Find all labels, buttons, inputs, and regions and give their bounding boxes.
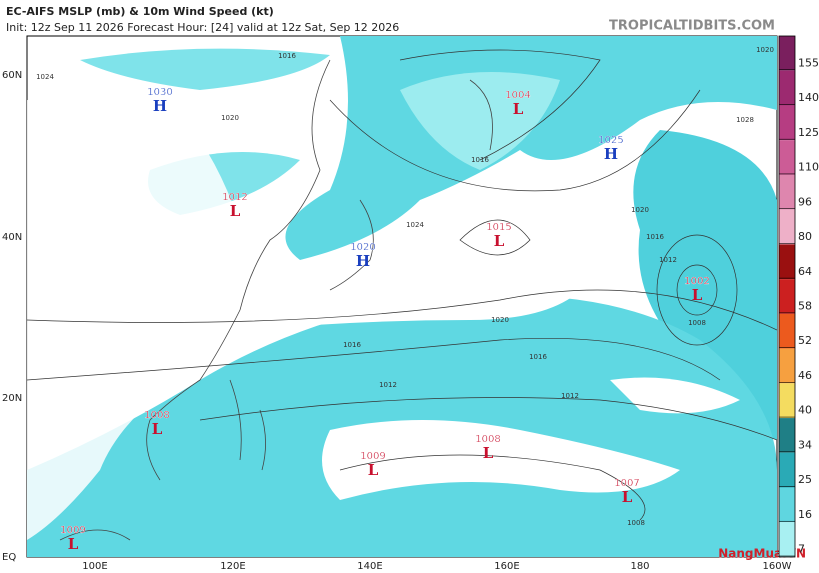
map xyxy=(26,35,778,558)
center-value: 1008 xyxy=(144,410,169,421)
colorbar-segment xyxy=(779,418,795,453)
isobar-label: 1020 xyxy=(491,316,509,324)
colorbar-segment xyxy=(779,36,795,71)
colorbar-segment xyxy=(779,70,795,106)
isobar-label: 1016 xyxy=(471,156,489,164)
isobar-label: 1008 xyxy=(688,319,706,327)
subtitle: Init: 12z Sep 11 2026 Forecast Hour: [24… xyxy=(6,21,399,34)
center-value: 1030 xyxy=(147,87,172,98)
lon-label: 120E xyxy=(220,561,245,572)
colorbar-segment xyxy=(779,174,795,210)
center-value: 1007 xyxy=(614,478,639,489)
colorbar-label: 7 xyxy=(798,543,805,556)
colorbar-segment xyxy=(779,452,795,488)
isobar-label: 1012 xyxy=(659,256,677,264)
center-value: 1025 xyxy=(598,135,623,146)
lon-label: 160E xyxy=(494,561,519,572)
center-value: 1004 xyxy=(505,90,530,101)
colorbar-label: 46 xyxy=(798,369,812,382)
isobar-label: 1016 xyxy=(343,341,361,349)
isobar-label: 1024 xyxy=(406,221,424,229)
isobar-label: 1020 xyxy=(221,114,239,122)
colorbar-segment xyxy=(779,209,795,245)
center-symbol: L xyxy=(368,461,379,479)
colorbar-label: 125 xyxy=(798,126,819,139)
center-value: 1009 xyxy=(360,451,385,462)
center-symbol: L xyxy=(622,488,633,506)
colorbar-label: 110 xyxy=(798,161,819,174)
colorbar-segment xyxy=(779,105,795,141)
center-symbol: L xyxy=(68,535,79,553)
colorbar-label: 140 xyxy=(798,91,819,104)
colorbar-segment xyxy=(779,383,795,419)
colorbar-label: 34 xyxy=(798,438,812,451)
center-value: 1012 xyxy=(222,192,247,203)
lat-label: EQ xyxy=(2,552,16,563)
colorbar-label: 64 xyxy=(798,265,812,278)
isobar-label: 1024 xyxy=(36,73,54,81)
isobar-label: 1028 xyxy=(736,116,754,124)
center-value: 1009 xyxy=(60,525,85,536)
lat-label: 40N xyxy=(2,232,22,243)
isobar-label: 1020 xyxy=(631,206,649,214)
colorbar-label: 80 xyxy=(798,230,812,243)
colorbar-label: 40 xyxy=(798,404,812,417)
center-symbol: L xyxy=(513,100,524,118)
isobar-label: 1016 xyxy=(646,233,664,241)
colorbar-segment xyxy=(779,348,795,384)
isobar-label: 1008 xyxy=(627,519,645,527)
lon-label: 160W xyxy=(763,561,792,572)
center-symbol: H xyxy=(604,145,618,163)
center-symbol: L xyxy=(230,202,241,220)
center-value: 1008 xyxy=(475,434,500,445)
colorbar-frame xyxy=(778,35,796,558)
colorbar-label: 96 xyxy=(798,195,812,208)
colorbar-segment xyxy=(779,279,795,314)
wind-field xyxy=(27,36,777,557)
colorbar-label: 52 xyxy=(798,334,812,347)
isobars xyxy=(27,49,777,521)
colorbar-segment xyxy=(779,487,795,523)
colorbar-segment xyxy=(779,313,795,349)
coastlines xyxy=(59,59,493,541)
colorbar-segment xyxy=(779,522,795,557)
center-symbol: L xyxy=(483,444,494,462)
center-symbol: L xyxy=(494,232,505,250)
title: EC-AIFS MSLP (mb) & 10m Wind Speed (kt) xyxy=(6,5,274,18)
center-symbol: L xyxy=(152,420,163,438)
colorbar-segment xyxy=(779,244,795,280)
isobar-label: 1020 xyxy=(756,46,774,54)
lon-label: 140E xyxy=(357,561,382,572)
isobar-label: 1012 xyxy=(561,392,579,400)
lon-label: 180 xyxy=(630,561,649,572)
center-symbol: H xyxy=(356,252,370,270)
isobar-label: 1016 xyxy=(529,353,547,361)
source: TROPICALTIDBITS.COM xyxy=(609,19,775,34)
colorbar-label: 58 xyxy=(798,300,812,313)
center-value: 1020 xyxy=(350,242,375,253)
center-value: 1015 xyxy=(486,222,511,233)
colorbar-segment xyxy=(779,140,795,175)
center-symbol: H xyxy=(153,97,167,115)
colorbar-label: 25 xyxy=(798,473,812,486)
lon-label: 100E xyxy=(82,561,107,572)
lat-label: 60N xyxy=(2,70,22,81)
colorbar-label: 16 xyxy=(798,508,812,521)
center-value: 1002 xyxy=(684,276,709,287)
isobar-label: 1012 xyxy=(379,381,397,389)
colorbar-label: 155 xyxy=(798,56,819,69)
center-symbol: L xyxy=(692,286,703,304)
lat-label: 20N xyxy=(2,393,22,404)
isobar-label: 1016 xyxy=(278,52,296,60)
